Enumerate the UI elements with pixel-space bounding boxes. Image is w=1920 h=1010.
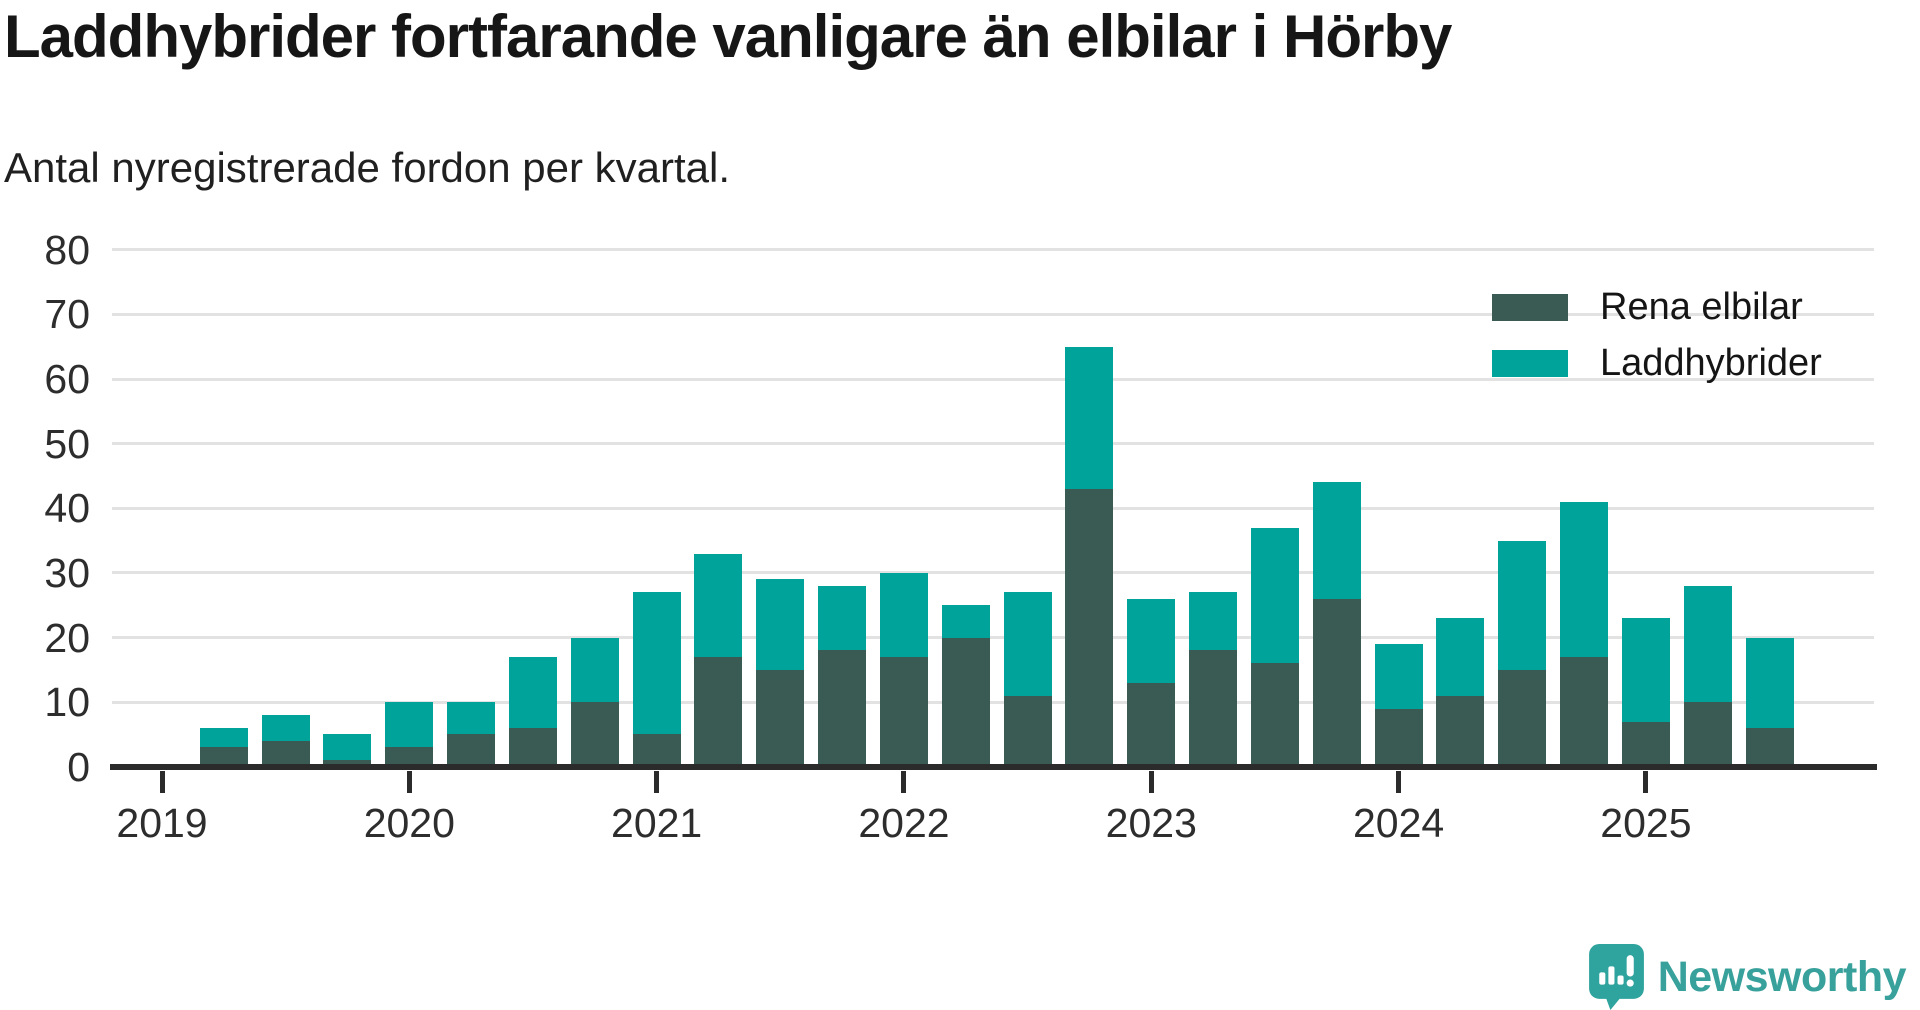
bar-segment-rena-elbilar bbox=[879, 656, 928, 769]
bar-segment-rena-elbilar bbox=[1560, 656, 1609, 769]
gridline bbox=[112, 700, 1874, 704]
chart-subtitle: Antal nyregistrerade fordon per kvartal. bbox=[4, 144, 731, 191]
legend-swatch bbox=[1492, 294, 1568, 321]
legend-label: Laddhybrider bbox=[1600, 342, 1822, 384]
x-axis-tick-label: 2022 bbox=[858, 800, 950, 846]
bar-segment-laddhybrider bbox=[632, 592, 681, 735]
gridline bbox=[112, 571, 1874, 575]
chart-title: Laddhybrider fortfarande vanligare än el… bbox=[4, 3, 1452, 70]
x-axis-tick-label: 2023 bbox=[1105, 800, 1197, 846]
bar-segment-rena-elbilar bbox=[1436, 695, 1485, 769]
y-axis-tick-label: 0 bbox=[67, 743, 90, 790]
bar-segment-rena-elbilar bbox=[1003, 695, 1052, 769]
bar-segment-rena-elbilar bbox=[1189, 650, 1238, 769]
bar-segment-laddhybrider bbox=[385, 702, 434, 748]
bar-segment-laddhybrider bbox=[1498, 540, 1547, 670]
y-axis-tick-label: 10 bbox=[44, 679, 90, 726]
bar-segment-laddhybrider bbox=[447, 702, 496, 735]
gridline bbox=[112, 506, 1874, 510]
bar-segment-rena-elbilar bbox=[385, 747, 434, 769]
bar-segment-rena-elbilar bbox=[1065, 488, 1114, 769]
bar-segment-laddhybrider bbox=[1127, 598, 1176, 683]
x-axis-line bbox=[110, 763, 1877, 770]
x-axis-tick bbox=[1643, 770, 1649, 793]
legend-swatch bbox=[1492, 350, 1568, 377]
bar-segment-laddhybrider bbox=[1745, 637, 1794, 729]
bar-segment-rena-elbilar bbox=[818, 650, 867, 769]
bar-segment-rena-elbilar bbox=[941, 637, 990, 769]
x-axis-tick bbox=[901, 770, 907, 793]
bar-segment-rena-elbilar bbox=[1374, 708, 1423, 769]
bar-segment-rena-elbilar bbox=[1683, 702, 1732, 769]
y-axis-tick-label: 20 bbox=[44, 614, 90, 661]
bar-segment-laddhybrider bbox=[508, 656, 557, 729]
legend-label: Rena elbilar bbox=[1600, 286, 1803, 328]
bar-segment-rena-elbilar bbox=[508, 728, 557, 769]
gridline bbox=[112, 442, 1874, 446]
bar-segment-laddhybrider bbox=[323, 734, 372, 761]
x-axis-tick-label: 2021 bbox=[611, 800, 703, 846]
bar-segment-rena-elbilar bbox=[1621, 721, 1670, 769]
y-axis-tick-label: 50 bbox=[44, 420, 90, 467]
bar-segment-laddhybrider bbox=[261, 715, 310, 741]
x-axis-tick bbox=[1396, 770, 1402, 793]
bar-segment-rena-elbilar bbox=[1250, 663, 1299, 769]
bar-segment-laddhybrider bbox=[941, 605, 990, 638]
bar-segment-rena-elbilar bbox=[447, 734, 496, 769]
x-axis-tick bbox=[406, 770, 412, 793]
x-axis-tick-label: 2024 bbox=[1352, 800, 1445, 846]
bar-segment-laddhybrider bbox=[879, 572, 928, 657]
y-axis-tick-label: 30 bbox=[44, 549, 90, 596]
x-axis-tick bbox=[1148, 770, 1154, 793]
x-axis-tick-label: 2019 bbox=[116, 800, 208, 846]
newsworthy-branding: Newsworthy bbox=[1588, 944, 1907, 1010]
newsworthy-logo-icon bbox=[1588, 944, 1644, 1010]
y-axis-tick-label: 70 bbox=[44, 291, 90, 338]
bar-segment-rena-elbilar bbox=[1745, 728, 1794, 769]
bar-segment-laddhybrider bbox=[1312, 482, 1361, 599]
bar-segment-rena-elbilar bbox=[694, 656, 743, 769]
gridline bbox=[112, 377, 1874, 381]
x-axis-tick-label: 2020 bbox=[363, 800, 455, 846]
bar-segment-rena-elbilar bbox=[632, 734, 681, 769]
bar-segment-laddhybrider bbox=[1621, 618, 1670, 722]
y-axis-tick-label: 60 bbox=[44, 356, 90, 403]
legend-item: Laddhybrider bbox=[1492, 342, 1822, 385]
bar-segment-laddhybrider bbox=[1189, 592, 1238, 651]
bar-segment-rena-elbilar bbox=[756, 669, 805, 769]
bar-segment-laddhybrider bbox=[756, 579, 805, 670]
x-axis-tick bbox=[654, 770, 660, 793]
bar-segment-laddhybrider bbox=[1003, 592, 1052, 696]
bar-segment-laddhybrider bbox=[1683, 585, 1732, 703]
bar-segment-rena-elbilar bbox=[1498, 669, 1547, 769]
gridline bbox=[112, 636, 1874, 640]
bar-segment-laddhybrider bbox=[818, 585, 867, 651]
bar-segment-rena-elbilar bbox=[199, 747, 248, 769]
gridline bbox=[112, 312, 1874, 316]
bar-segment-laddhybrider bbox=[1374, 644, 1423, 709]
gridline bbox=[112, 248, 1874, 252]
x-axis-tick bbox=[159, 770, 165, 793]
bar-segment-rena-elbilar bbox=[1312, 598, 1361, 769]
y-axis-tick-label: 40 bbox=[44, 485, 90, 532]
y-axis-tick-label: 80 bbox=[44, 226, 90, 273]
bar-segment-laddhybrider bbox=[199, 728, 248, 748]
x-axis-tick-label: 2025 bbox=[1600, 800, 1692, 846]
bar-segment-rena-elbilar bbox=[1127, 682, 1176, 769]
bar-segment-laddhybrider bbox=[1436, 618, 1485, 696]
bar-segment-laddhybrider bbox=[1250, 527, 1299, 664]
bar-segment-laddhybrider bbox=[1065, 346, 1114, 489]
bar-segment-laddhybrider bbox=[570, 637, 619, 703]
bar-segment-laddhybrider bbox=[694, 553, 743, 657]
newsworthy-logo-text: Newsworthy bbox=[1657, 952, 1907, 1001]
bar-segment-rena-elbilar bbox=[570, 702, 619, 769]
bar-segment-laddhybrider bbox=[1560, 501, 1609, 657]
legend-item: Rena elbilar bbox=[1492, 286, 1803, 329]
